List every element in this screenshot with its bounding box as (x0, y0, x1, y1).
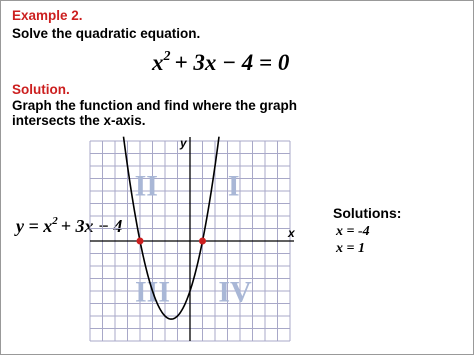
fn-rest: + 3x − 4 (61, 216, 123, 236)
answer: x = 1 (335, 241, 365, 256)
x-axis-label: x (287, 226, 296, 240)
root-point (199, 237, 206, 245)
eq-rest: + 3x − 4 = 0 (175, 50, 290, 75)
fn-exponent: 2 (51, 215, 58, 227)
eq-base: x (151, 50, 164, 75)
prompt: Solve the quadratic equation. (12, 26, 200, 41)
fn-lhs: y = x (14, 216, 52, 236)
solution-heading: Solution. (12, 82, 70, 97)
solution-line: intersects the x-axis. (12, 113, 146, 128)
quadrant-label: IV (218, 276, 252, 309)
equation: x2 + 3x − 4 = 0 (151, 49, 290, 75)
root-point (136, 237, 144, 245)
function-label: y = x2 + 3x − 4 (14, 215, 122, 236)
eq-exponent: 2 (163, 49, 171, 64)
quadrant-label: I (228, 169, 240, 202)
example-title: Example 2. (12, 8, 83, 23)
y-axis-label: y (179, 136, 188, 150)
quadrant-label: II (135, 169, 158, 202)
answers-heading: Solutions: (333, 205, 401, 221)
solution-line: Graph the function and find where the gr… (12, 98, 297, 113)
answer: x = -4 (335, 224, 370, 239)
